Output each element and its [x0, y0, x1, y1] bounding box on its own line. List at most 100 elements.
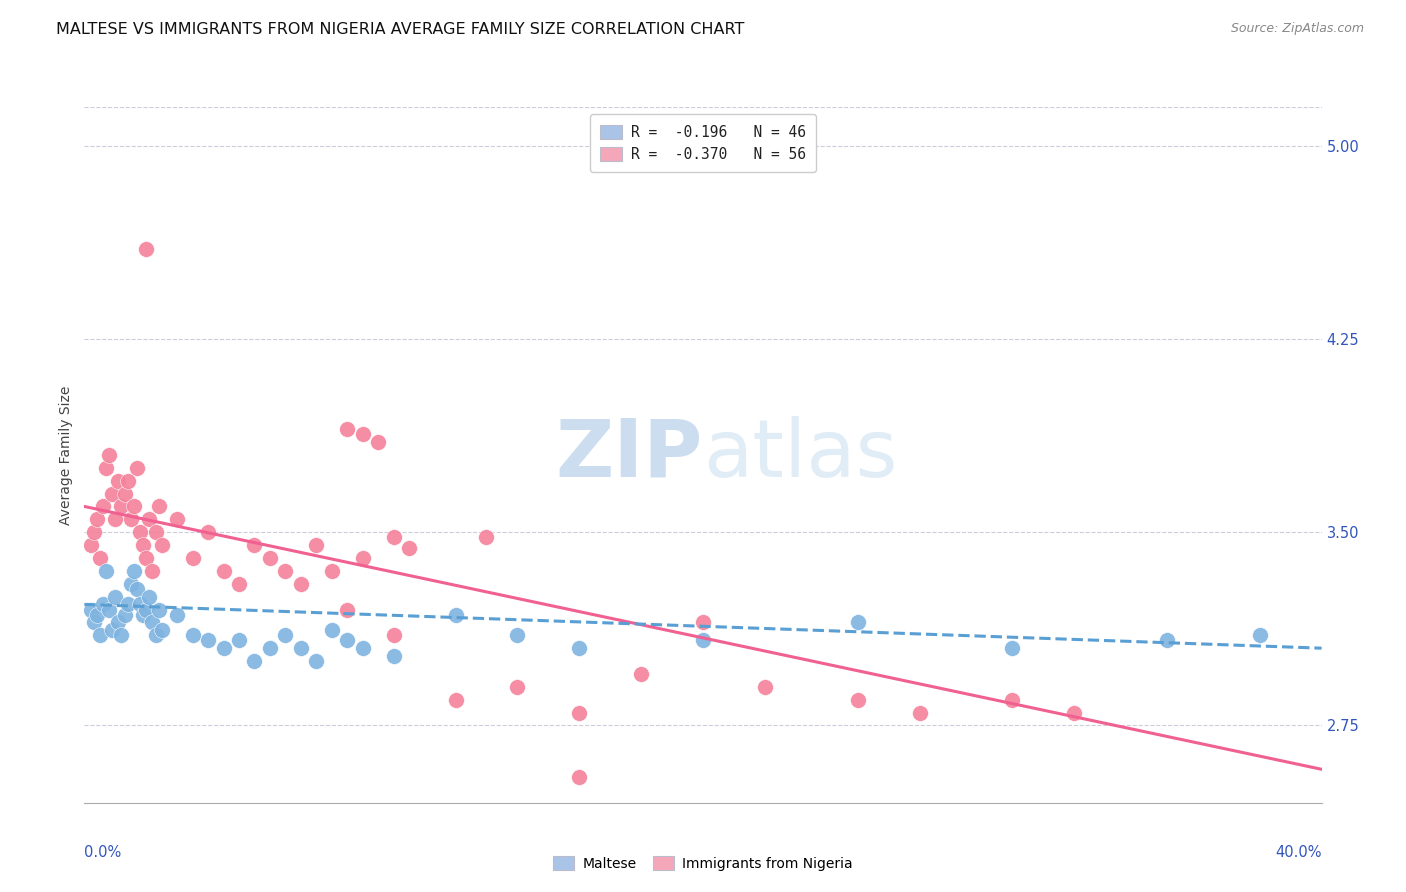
Point: [568, 770, 591, 784]
Point: [120, 576, 142, 591]
Point: [274, 628, 297, 642]
Point: [506, 628, 529, 642]
Point: [117, 598, 139, 612]
Legend: Maltese, Immigrants from Nigeria: Maltese, Immigrants from Nigeria: [547, 851, 859, 876]
Point: [367, 435, 389, 450]
Point: [444, 692, 467, 706]
Point: [129, 598, 152, 612]
Point: [197, 633, 219, 648]
Point: [104, 590, 127, 604]
Text: 0.0%: 0.0%: [84, 845, 121, 860]
Point: [132, 607, 155, 622]
Point: [290, 576, 312, 591]
Point: [104, 512, 127, 526]
Point: [107, 474, 129, 488]
Legend: R =  -0.196   N = 46, R =  -0.370   N = 56: R = -0.196 N = 46, R = -0.370 N = 56: [591, 114, 815, 172]
Point: [117, 474, 139, 488]
Point: [321, 623, 343, 637]
Point: [98, 448, 121, 462]
Y-axis label: Average Family Size: Average Family Size: [59, 385, 73, 524]
Point: [98, 602, 121, 616]
Point: [305, 538, 328, 552]
Point: [382, 628, 405, 642]
Point: [181, 551, 204, 566]
Point: [568, 641, 591, 656]
Point: [107, 615, 129, 630]
Point: [135, 551, 157, 566]
Point: [630, 667, 652, 681]
Point: [94, 564, 117, 578]
Point: [125, 460, 148, 475]
Point: [83, 615, 105, 630]
Point: [1156, 633, 1178, 648]
Point: [290, 641, 312, 656]
Point: [228, 576, 250, 591]
Point: [148, 602, 170, 616]
Point: [352, 641, 374, 656]
Point: [336, 422, 359, 436]
Point: [444, 607, 467, 622]
Point: [568, 706, 591, 720]
Point: [148, 500, 170, 514]
Point: [352, 551, 374, 566]
Point: [79, 602, 101, 616]
Point: [86, 512, 108, 526]
Point: [145, 628, 167, 642]
Point: [181, 628, 204, 642]
Text: ZIP: ZIP: [555, 416, 703, 494]
Point: [259, 641, 281, 656]
Point: [382, 648, 405, 663]
Point: [129, 525, 152, 540]
Point: [398, 541, 420, 555]
Text: Source: ZipAtlas.com: Source: ZipAtlas.com: [1230, 22, 1364, 36]
Point: [1001, 641, 1024, 656]
Point: [382, 530, 405, 544]
Point: [94, 460, 117, 475]
Point: [908, 706, 931, 720]
Point: [1063, 706, 1085, 720]
Point: [114, 607, 136, 622]
Text: 40.0%: 40.0%: [1275, 845, 1322, 860]
Point: [274, 564, 297, 578]
Point: [305, 654, 328, 668]
Point: [141, 564, 163, 578]
Point: [91, 598, 114, 612]
Point: [212, 564, 235, 578]
Point: [91, 500, 114, 514]
Point: [101, 486, 124, 500]
Point: [120, 512, 142, 526]
Point: [79, 538, 101, 552]
Point: [243, 538, 266, 552]
Point: [1001, 692, 1024, 706]
Point: [846, 692, 869, 706]
Point: [754, 680, 776, 694]
Point: [506, 680, 529, 694]
Point: [259, 551, 281, 566]
Point: [150, 538, 173, 552]
Point: [145, 525, 167, 540]
Point: [89, 551, 111, 566]
Text: MALTESE VS IMMIGRANTS FROM NIGERIA AVERAGE FAMILY SIZE CORRELATION CHART: MALTESE VS IMMIGRANTS FROM NIGERIA AVERA…: [56, 22, 745, 37]
Point: [166, 607, 188, 622]
Point: [692, 615, 714, 630]
Point: [141, 615, 163, 630]
Point: [150, 623, 173, 637]
Point: [138, 512, 160, 526]
Point: [197, 525, 219, 540]
Point: [101, 623, 124, 637]
Point: [1249, 628, 1271, 642]
Point: [475, 530, 498, 544]
Point: [122, 500, 145, 514]
Point: [212, 641, 235, 656]
Point: [846, 615, 869, 630]
Point: [243, 654, 266, 668]
Point: [321, 564, 343, 578]
Point: [122, 564, 145, 578]
Point: [138, 590, 160, 604]
Point: [336, 633, 359, 648]
Text: atlas: atlas: [703, 416, 897, 494]
Point: [166, 512, 188, 526]
Point: [110, 628, 132, 642]
Point: [86, 607, 108, 622]
Point: [135, 242, 157, 256]
